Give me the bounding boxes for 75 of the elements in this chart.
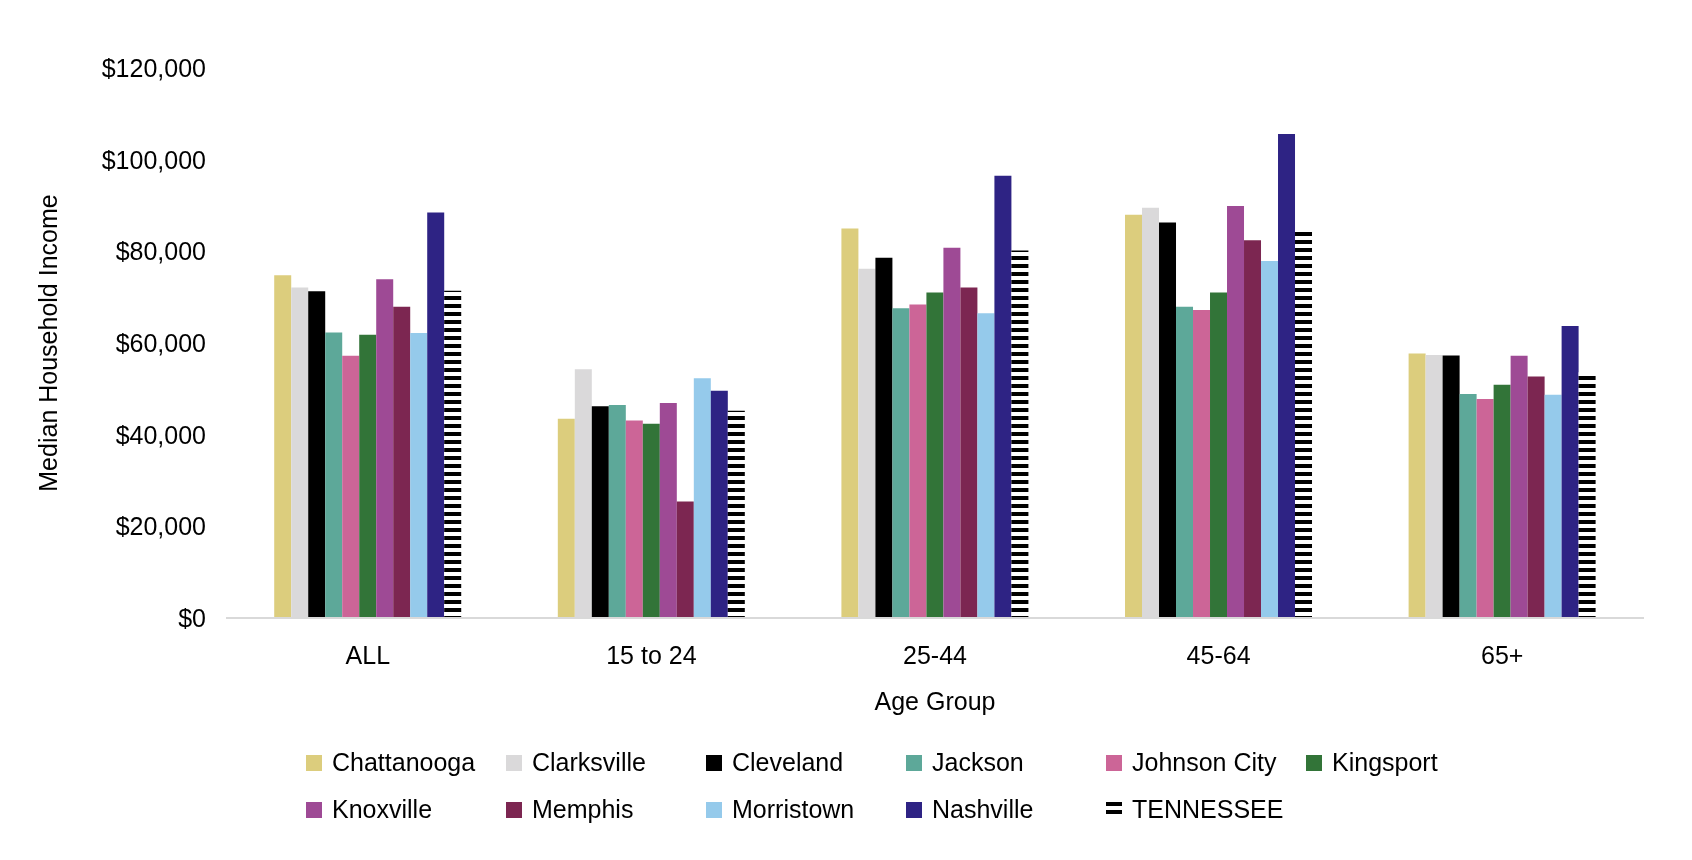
bar bbox=[1261, 260, 1279, 618]
bar bbox=[427, 212, 445, 618]
bar bbox=[444, 290, 462, 618]
legend-label: Nashville bbox=[932, 795, 1034, 824]
bar bbox=[1578, 372, 1596, 618]
bar bbox=[1544, 394, 1562, 618]
bar bbox=[1125, 214, 1143, 618]
y-tick-label: $40,000 bbox=[115, 420, 206, 449]
bar bbox=[625, 420, 643, 618]
bar bbox=[926, 292, 944, 618]
bar bbox=[710, 390, 728, 618]
bar bbox=[591, 406, 609, 618]
bar bbox=[342, 355, 360, 618]
x-tick-label: 45-64 bbox=[1186, 640, 1251, 669]
y-tick-label: $80,000 bbox=[115, 237, 206, 266]
bar bbox=[676, 501, 694, 618]
bar bbox=[1527, 376, 1545, 618]
legend-label: Kingsport bbox=[1332, 748, 1438, 777]
bar bbox=[943, 247, 961, 618]
bar bbox=[994, 175, 1012, 618]
bar bbox=[642, 423, 660, 618]
bar bbox=[1176, 306, 1194, 618]
bar bbox=[325, 332, 343, 618]
bar bbox=[875, 257, 893, 618]
x-tick-label: ALL bbox=[345, 640, 391, 669]
y-tick-label: $60,000 bbox=[115, 328, 206, 357]
bar bbox=[1408, 353, 1426, 618]
bar bbox=[1011, 250, 1029, 618]
legend-label: Chattanooga bbox=[332, 748, 476, 777]
legend-label: Knoxville bbox=[332, 795, 433, 824]
y-tick-label: $100,000 bbox=[101, 145, 206, 174]
y-axis-title: Median Household Income bbox=[33, 194, 62, 492]
legend-label: Morristown bbox=[732, 795, 855, 824]
bar bbox=[659, 403, 677, 618]
y-tick-label: $20,000 bbox=[115, 512, 206, 541]
bar bbox=[359, 334, 377, 618]
legend-label: Memphis bbox=[532, 795, 634, 824]
bar bbox=[841, 228, 859, 618]
legend-label: Clarksville bbox=[532, 748, 646, 777]
bar bbox=[1442, 355, 1460, 618]
bar bbox=[608, 404, 626, 618]
bar bbox=[1210, 292, 1228, 618]
legend-label: Johnson City bbox=[1132, 748, 1277, 777]
bar bbox=[1227, 205, 1245, 618]
bar bbox=[1493, 384, 1511, 618]
bar bbox=[977, 313, 995, 618]
bar bbox=[727, 410, 745, 618]
bar bbox=[1244, 240, 1262, 618]
bar bbox=[1193, 310, 1211, 618]
bar bbox=[909, 304, 927, 618]
x-tick-label: 15 to 24 bbox=[606, 640, 697, 669]
y-tick-label: $0 bbox=[178, 603, 206, 632]
bar bbox=[1459, 393, 1477, 618]
bar bbox=[557, 418, 575, 618]
bar bbox=[1561, 326, 1579, 618]
bar bbox=[308, 291, 326, 618]
bar bbox=[1295, 229, 1313, 618]
x-axis-title: Age Group bbox=[874, 687, 996, 715]
bar bbox=[410, 332, 428, 618]
legend-label: Cleveland bbox=[732, 748, 844, 777]
legend-label: Jackson bbox=[932, 748, 1024, 777]
bar bbox=[1510, 355, 1528, 618]
bar bbox=[1476, 398, 1494, 618]
legend-label: TENNESSEE bbox=[1132, 795, 1284, 824]
y-tick-label: $120,000 bbox=[101, 53, 206, 82]
bar bbox=[1278, 134, 1296, 618]
bar bbox=[960, 287, 978, 618]
bar bbox=[274, 275, 292, 618]
bar bbox=[393, 306, 411, 618]
x-tick-label: 65+ bbox=[1480, 640, 1524, 669]
x-tick-label: 25-44 bbox=[903, 640, 968, 669]
bar bbox=[892, 308, 910, 618]
bar bbox=[693, 378, 711, 618]
bar bbox=[1159, 222, 1177, 618]
bar bbox=[376, 279, 394, 618]
